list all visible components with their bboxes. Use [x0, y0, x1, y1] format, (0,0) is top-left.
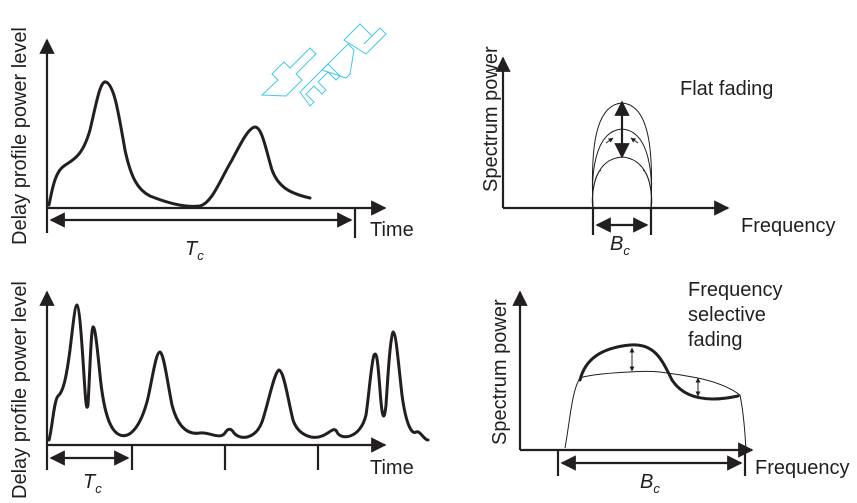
span-label: Tc: [185, 238, 204, 263]
watermark: [260, 23, 387, 107]
y-axis-label: Spectrum power: [480, 46, 502, 192]
panel-top-right: Flat fading Frequency Bc Spectrum power: [480, 46, 836, 258]
panel-top-left: Time Tc Delay profile power level: [9, 27, 414, 263]
panel-bottom-left: Time Tc Delay profile power level: [9, 281, 430, 499]
panel-bottom-right: Frequency selective fading Frequency Bc …: [489, 279, 850, 496]
y-axis-label: Spectrum power: [489, 299, 511, 445]
annotation-line-1: Frequency: [688, 279, 783, 301]
selective-spectrum-curve: [578, 343, 740, 401]
span-label: Bc: [610, 233, 630, 258]
annotation-flat-fading: Flat fading: [680, 78, 773, 100]
y-axis-label: Delay profile power level: [9, 27, 31, 245]
y-axis-label: Delay profile power level: [9, 281, 31, 499]
span-label: Bc: [640, 471, 660, 496]
x-axis-label: Time: [370, 457, 414, 479]
flat-spectrum-envelope: [564, 370, 747, 449]
delay-profile-curve: [47, 80, 312, 208]
annotation-line-2: selective: [688, 304, 766, 326]
x-axis-label: Frequency: [741, 215, 836, 237]
x-axis-label: Frequency: [755, 457, 850, 479]
annotation-line-3: fading: [688, 329, 743, 351]
x-axis-label: Time: [370, 219, 414, 241]
delay-profile-curve: [47, 303, 430, 442]
span-label: Tc: [83, 471, 102, 496]
